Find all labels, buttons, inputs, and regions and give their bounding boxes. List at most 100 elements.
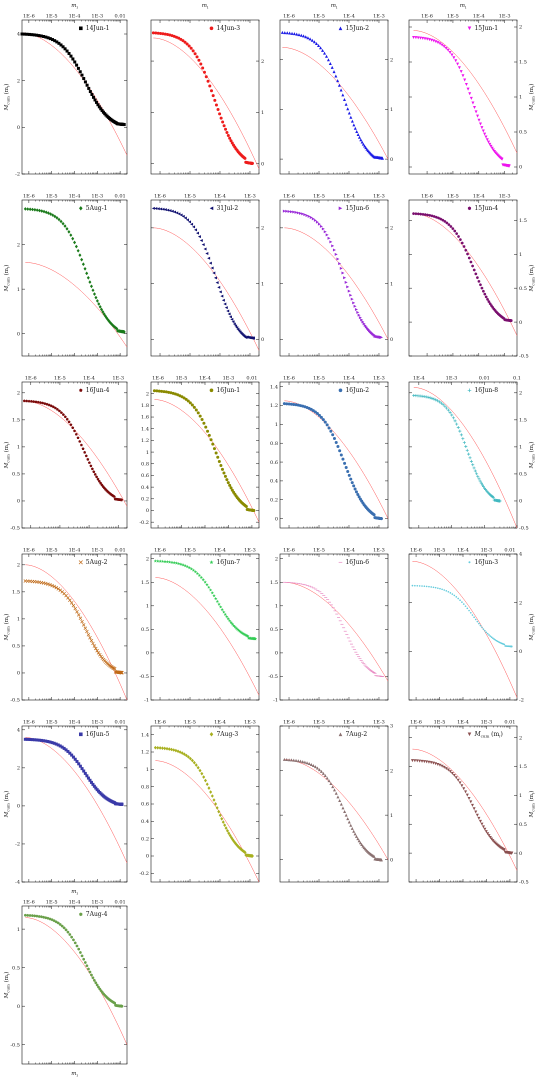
legend-label: 14Jun-1 [86,25,110,32]
data-point [96,477,100,481]
data-point [235,326,239,330]
data-point [169,391,173,395]
data-point [334,252,338,256]
data-point [468,92,472,96]
data-point [88,90,92,94]
data-point [85,83,89,87]
data-point [297,33,301,37]
data-point [44,35,48,39]
x-tick-label: 1E-4 [413,376,425,382]
data-point [122,330,126,334]
x-tick-label: 1E-4 [214,194,226,200]
data-point [92,470,96,473]
y-tick-label: 0 [519,649,522,655]
y-axis-title-unit-close: ) [3,265,10,267]
data-point [439,401,443,405]
y-tick-label: -0.5 [10,698,20,704]
data-point [71,236,75,241]
data-point [93,978,96,982]
data-point [195,571,200,576]
data-point [455,232,458,236]
y-tick-label: 0 [261,337,264,343]
data-point [283,31,287,35]
data-point [60,745,64,749]
x-tick-label: 1E-6 [283,14,295,20]
data-series [153,745,254,858]
y-axis-title-sub: cum [531,454,536,463]
data-point [451,593,454,595]
y-tick-label: 0.4 [141,819,149,825]
y-axis-title-unit-close: ) [3,972,10,974]
data-point [491,495,495,499]
x-tick-label: 1E-4 [457,720,469,726]
data-point [35,208,39,212]
data-point [206,429,210,433]
data-point [450,413,454,417]
data-point [199,575,204,579]
y-tick-label: 0 [17,499,20,505]
svg-text:mi: mi [71,889,78,896]
legend-label: 16Jun-1 [216,387,240,394]
legend: 16Jun-7 [209,559,240,566]
data-point [361,844,365,848]
data-point [491,148,495,152]
data-point [215,806,219,810]
y-tick-label: 2 [390,226,393,232]
x-tick-label: 1E-3 [373,720,385,726]
data-point [329,782,333,786]
x-tick-label: 1E-6 [410,720,422,726]
data-point [90,93,94,97]
data-point [358,841,362,845]
legend-marker [209,560,214,565]
data-point [210,266,214,270]
data-point [337,83,341,87]
data-point [353,487,357,491]
data-point [226,133,230,137]
data-point [66,596,70,600]
x-tick-label: 1E-3 [481,720,493,726]
data-point [81,447,85,450]
data-point [228,136,232,140]
data-point [510,645,513,648]
data-point [347,289,351,293]
data-point [438,763,442,767]
x-tick-label: 1E-4 [69,720,81,726]
data-point [458,781,462,785]
y-tick-label: 2 [17,242,20,248]
data-point [479,283,482,287]
data-point [57,217,61,222]
data-point [210,591,215,595]
data-point [287,402,291,406]
data-point [73,606,77,611]
legend-label: 16Jun-3 [474,559,498,566]
data-point [88,778,92,782]
top-axis-label-1-main: m [71,3,76,9]
data-point [347,473,351,477]
data-point [360,843,364,847]
data-point [334,791,338,795]
data-point [379,858,383,862]
data-point [227,831,231,836]
fit-curve [24,400,128,507]
x-tick-label: 1E-3 [244,720,256,726]
data-point [67,51,71,55]
data-point [80,767,84,771]
data-point [201,577,205,582]
data-point [180,751,184,755]
bottom-axis-label: mi [71,1071,78,1078]
legend: 7Aug-2 [338,731,367,738]
data-point [239,630,243,634]
data-point [236,628,241,632]
y-tick-label: 0 [17,125,20,131]
y-tick-label: 1 [390,107,393,113]
data-point [423,213,427,217]
data-point [211,442,215,446]
data-series [411,584,513,648]
data-point [457,235,460,239]
data-point [55,216,59,220]
y-tick-label: 0 [146,854,149,860]
data-point [344,466,348,470]
data-point [305,213,309,217]
data-point [426,395,430,399]
